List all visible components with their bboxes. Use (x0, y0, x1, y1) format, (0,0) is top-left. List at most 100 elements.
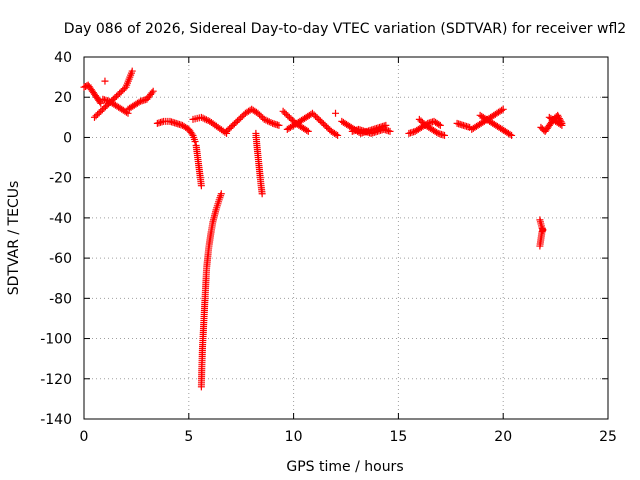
data-point (536, 242, 544, 250)
plot-frame (83, 56, 609, 420)
data-point (267, 119, 275, 127)
series-arc-7 (192, 141, 205, 190)
data-point (201, 115, 209, 123)
data-point (321, 121, 329, 129)
data-point (120, 85, 128, 93)
data-point (555, 115, 563, 123)
data-point (262, 116, 270, 124)
data-point (435, 120, 443, 128)
series-arc-1 (80, 81, 105, 107)
data-point (112, 92, 120, 100)
x-axis-label: GPS time / hours (286, 459, 403, 475)
chart-title: Day 086 of 2026, Sidereal Day-to-day VTE… (64, 21, 626, 37)
data-point (235, 115, 243, 123)
data-point (229, 121, 237, 129)
x-axis-ticks: 0 5 10 15 20 25 (80, 57, 617, 445)
series-arc-5 (124, 87, 157, 113)
data-point (315, 115, 323, 123)
y-tick-label: -120 (40, 372, 72, 388)
data-point (318, 118, 326, 126)
y-tick-label: -100 (40, 332, 72, 348)
series-arc-3 (99, 95, 132, 117)
data-point (258, 190, 266, 198)
data-point (128, 67, 136, 75)
data-point (224, 126, 232, 134)
series-arc-4 (101, 77, 109, 85)
series-arc-11 (252, 129, 266, 198)
data-point (264, 117, 272, 125)
data-point (119, 86, 127, 94)
data-point (332, 130, 340, 138)
data-point (230, 120, 238, 128)
data-point (197, 113, 205, 121)
y-tick-label: -40 (49, 211, 72, 227)
data-point (319, 120, 327, 128)
series-arc-13 (283, 109, 342, 139)
data-point (95, 109, 103, 117)
series-arc-16 (348, 125, 394, 137)
y-tick-label: 40 (54, 50, 72, 66)
series-arc-2 (90, 67, 136, 121)
data-point (199, 114, 207, 122)
series-arc-23 (545, 113, 566, 129)
series-arc-21 (476, 111, 516, 139)
data-point (149, 87, 157, 95)
series-arc-14 (332, 109, 340, 117)
series-arc-6 (153, 117, 199, 145)
series-arc-18 (415, 115, 449, 139)
data-point (257, 112, 265, 120)
data-point (223, 127, 231, 135)
x-tick-label: 10 (285, 429, 303, 445)
data-point (238, 112, 246, 120)
data-point (555, 113, 563, 121)
data-point (287, 115, 295, 123)
y-tick-label: -60 (49, 251, 72, 267)
y-tick-label: -20 (49, 171, 72, 187)
data-point (117, 88, 125, 96)
data-point (281, 109, 289, 117)
data-point (98, 106, 106, 114)
data-point (94, 110, 102, 118)
y-tick-label: -80 (49, 291, 72, 307)
data-point (111, 94, 119, 102)
x-tick-label: 25 (599, 429, 617, 445)
series-arc-10 (223, 105, 283, 135)
data-point (415, 115, 423, 123)
data-point (101, 103, 109, 111)
data-point (92, 112, 100, 120)
data-point (285, 113, 293, 121)
data-point (197, 182, 205, 190)
data-point (499, 105, 507, 113)
data-point (114, 91, 122, 99)
data-point (188, 130, 196, 138)
x-tick-label: 15 (389, 429, 407, 445)
data-point (419, 118, 427, 126)
data-point (279, 107, 287, 115)
data-point (498, 106, 506, 114)
grid (84, 57, 608, 419)
data-point (101, 77, 109, 85)
data-point (334, 131, 342, 139)
data-point (558, 121, 566, 129)
data-point (441, 131, 449, 139)
data-point (556, 120, 564, 128)
series-arc-8 (189, 113, 231, 137)
data-point (254, 109, 262, 117)
y-tick-label: -140 (40, 412, 72, 428)
data-point (324, 124, 332, 132)
data-point (97, 99, 105, 107)
data-point (323, 123, 331, 131)
data-point (312, 112, 320, 120)
data-point (386, 127, 394, 135)
data-point (313, 114, 321, 122)
y-axis-ticks: 40 20 0 -20 -40 -60 -80 -100 -120 -140 (40, 50, 608, 428)
series-arc-24 (536, 216, 547, 250)
data-points (80, 67, 566, 391)
series-arc-19 (453, 119, 474, 131)
data-point (237, 114, 245, 122)
data-point (289, 116, 297, 124)
data-point (282, 110, 290, 118)
data-point (308, 109, 316, 117)
y-axis-label: SDTVAR / TECUs (6, 181, 22, 296)
